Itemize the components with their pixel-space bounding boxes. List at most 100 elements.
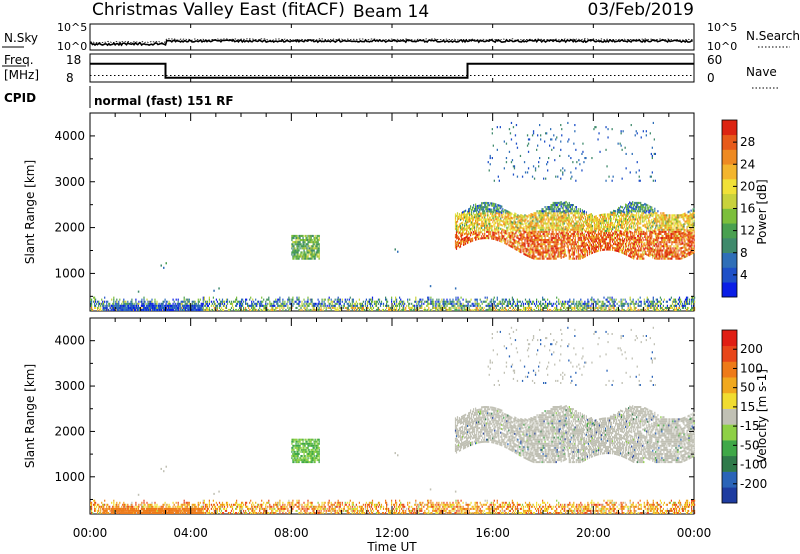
scatter-cell	[406, 304, 408, 307]
scatter-cell	[482, 210, 484, 213]
scatter-cell	[549, 228, 551, 231]
scatter-cell	[345, 306, 347, 309]
scatter-cell	[593, 228, 595, 231]
scatter-cell	[597, 222, 600, 225]
scatter-cell	[506, 302, 508, 305]
scatter-cell	[522, 229, 524, 232]
scatter-cell	[613, 308, 615, 311]
scatter-cell	[615, 210, 617, 213]
scatter-cell	[127, 300, 129, 303]
scatter-cell	[632, 302, 634, 305]
scatter-cell	[592, 243, 594, 246]
scatter-cell	[311, 298, 313, 301]
scatter-cell	[468, 241, 470, 244]
scatter-cell	[508, 217, 510, 220]
scatter-cell	[573, 208, 575, 211]
scatter-cell	[189, 306, 191, 309]
scatter-cell	[565, 300, 567, 303]
scatter-cell	[513, 242, 515, 245]
scatter-cell	[241, 300, 243, 303]
scatter-cell	[370, 306, 373, 309]
scatter-cell	[660, 306, 662, 309]
scatter-cell	[601, 217, 604, 220]
scatter-cell	[529, 253, 531, 256]
scatter-cell	[496, 296, 498, 299]
scatter-cell	[283, 304, 285, 307]
scatter-cell	[637, 298, 639, 301]
scatter-cell	[531, 215, 533, 218]
scatter-cell	[505, 238, 507, 241]
scatter-cell	[546, 230, 548, 233]
scatter-cell	[618, 229, 620, 232]
scatter-cell	[499, 300, 501, 303]
scatter-cell	[567, 208, 569, 211]
scatter-cell	[557, 253, 559, 256]
scatter-cell	[310, 241, 312, 244]
scatter-cell	[213, 300, 215, 303]
scatter-cell	[535, 230, 537, 233]
scatter-cell	[615, 218, 617, 221]
scatter-cell	[315, 251, 317, 254]
scatter-cell	[337, 308, 339, 311]
scatter-cell	[572, 234, 574, 237]
scatter-cell	[562, 206, 564, 209]
scatter-cell	[307, 249, 309, 252]
scatter-cell	[158, 308, 160, 311]
scatter-cell	[296, 296, 298, 299]
scatter-cell	[548, 226, 550, 229]
scatter-cell	[428, 308, 430, 311]
chart-title: Christmas Valley East (fitACF)	[92, 0, 345, 20]
scatter-cell	[382, 302, 385, 305]
scatter-cell	[315, 241, 317, 244]
scatter-cell	[558, 201, 560, 204]
scatter-cell	[488, 237, 490, 240]
scatter-cell	[292, 234, 294, 237]
scatter-cell	[619, 207, 621, 210]
scatter-cell	[313, 251, 315, 254]
scatter-cell	[505, 304, 507, 307]
scatter-cell	[480, 212, 482, 215]
scatter-cell	[435, 304, 437, 307]
scatter-cell	[268, 308, 270, 311]
scatter-cell	[282, 300, 284, 303]
scatter-cell	[531, 223, 533, 226]
scatter-cell	[587, 222, 589, 225]
scatter-cell	[391, 300, 393, 303]
scatter-cell	[226, 298, 229, 301]
scatter-cell	[596, 306, 598, 309]
scatter-cell	[111, 298, 113, 301]
scatter-cell	[440, 308, 442, 311]
scatter-cell	[463, 219, 465, 222]
scatter-cell	[634, 306, 636, 309]
scatter-cell	[526, 240, 528, 243]
scatter-cell	[176, 306, 178, 309]
scatter-cell	[533, 228, 535, 231]
scatter-cell	[565, 200, 567, 203]
scatter-cell	[672, 308, 675, 311]
scatter-cell	[526, 242, 528, 245]
scatter-cell	[539, 216, 541, 219]
scatter-cell	[308, 245, 310, 248]
scatter-cell	[512, 242, 514, 245]
scatter-cell	[549, 218, 551, 221]
scatter-cell	[312, 306, 314, 309]
scatter-cell	[549, 222, 551, 225]
scatter-cell	[634, 302, 636, 305]
scatter-cell	[536, 241, 538, 244]
scatter-cell	[477, 233, 479, 236]
scatter-cell	[653, 308, 655, 311]
scatter-cell	[302, 253, 304, 256]
scatter-cell	[508, 225, 510, 228]
scatter-cell	[651, 304, 653, 307]
scatter-cell	[194, 304, 196, 307]
scatter-cell	[183, 306, 185, 309]
scatter-cell	[471, 217, 473, 220]
scatter-cell	[509, 238, 511, 241]
scatter-cell	[470, 221, 472, 224]
scatter-cell	[221, 300, 224, 303]
scatter-cell	[435, 306, 437, 309]
scatter-cell	[589, 238, 591, 241]
scatter-cell	[598, 220, 601, 223]
scatter-cell	[560, 242, 562, 245]
scatter-cell	[198, 304, 200, 307]
